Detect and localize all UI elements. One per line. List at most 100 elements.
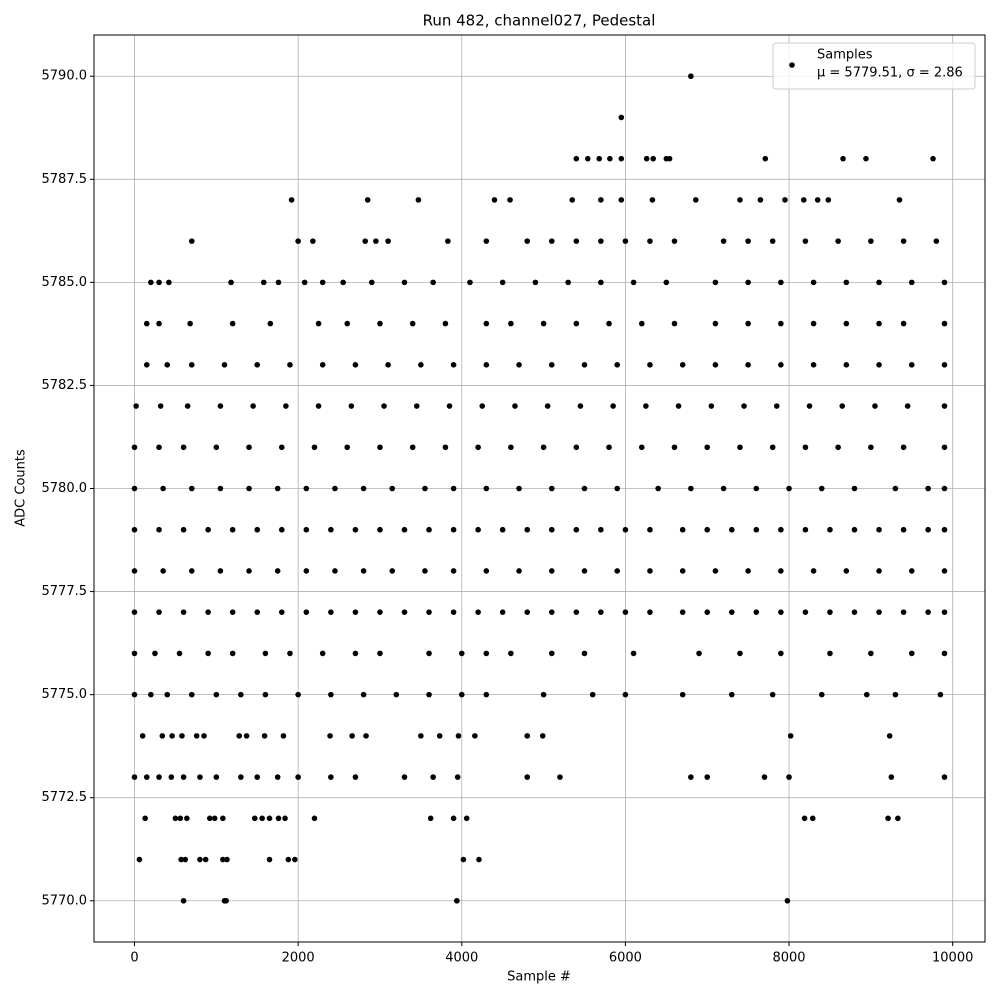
point (427, 815, 434, 822)
point (868, 238, 874, 244)
series (131, 73, 948, 904)
point (577, 403, 584, 409)
y-tick-label: 5782.5 (42, 378, 88, 393)
point (450, 485, 457, 492)
x-tick-label: 10000 (932, 951, 973, 966)
point (303, 568, 310, 574)
point (540, 691, 547, 698)
point (704, 609, 711, 615)
point (152, 650, 158, 657)
point (288, 197, 295, 203)
point (483, 362, 490, 368)
point (622, 691, 629, 698)
point (941, 774, 948, 780)
point (178, 856, 184, 863)
point (941, 279, 948, 286)
point (802, 526, 809, 533)
point (499, 526, 506, 533)
point (157, 403, 164, 409)
point (638, 320, 645, 327)
point (827, 526, 833, 533)
y-tick-label: 5780.0 (42, 481, 88, 496)
point (548, 362, 555, 368)
point (483, 650, 490, 657)
point (142, 815, 148, 822)
point (275, 815, 282, 822)
point (908, 279, 915, 286)
point (131, 526, 138, 533)
point (675, 403, 682, 409)
point (647, 362, 653, 368)
point (941, 444, 948, 451)
point (876, 362, 882, 368)
point (851, 485, 858, 492)
point (311, 815, 318, 822)
point (650, 155, 657, 162)
point (131, 444, 138, 451)
point (136, 856, 143, 863)
point (761, 774, 768, 780)
point (229, 526, 236, 533)
point (475, 526, 481, 533)
legend-marker (789, 62, 795, 68)
point (573, 444, 580, 451)
point (243, 733, 250, 739)
point (851, 609, 858, 615)
point (524, 774, 531, 780)
point (169, 733, 175, 739)
point (925, 485, 931, 492)
point (156, 774, 162, 780)
point (224, 856, 230, 863)
point (925, 609, 931, 615)
point (643, 155, 650, 162)
point (802, 609, 809, 615)
point (814, 197, 821, 203)
point (508, 650, 514, 657)
point (737, 650, 743, 657)
point (688, 485, 694, 492)
point (156, 444, 162, 451)
y-tick-label: 5775.0 (42, 687, 88, 702)
point (649, 197, 656, 203)
point (315, 403, 322, 409)
point (328, 609, 334, 615)
point (557, 774, 563, 780)
point (806, 403, 813, 409)
point (238, 774, 244, 780)
point (436, 733, 443, 739)
point (618, 197, 625, 203)
point (261, 733, 268, 739)
point (544, 403, 551, 409)
point (589, 691, 596, 698)
point (221, 362, 228, 368)
point (663, 279, 670, 286)
point (671, 444, 678, 451)
point (666, 155, 673, 162)
point (156, 526, 162, 533)
point (933, 238, 940, 244)
point (741, 403, 747, 409)
y-tick-label: 5785.0 (42, 275, 88, 290)
point (843, 279, 850, 286)
point (941, 650, 948, 657)
point (236, 733, 243, 739)
point (415, 197, 422, 203)
point (491, 197, 498, 203)
point (332, 485, 338, 492)
point (143, 774, 150, 780)
point (863, 155, 869, 162)
point (327, 733, 333, 739)
point (618, 155, 625, 162)
point (377, 650, 383, 657)
point (179, 733, 185, 739)
point (745, 279, 751, 286)
point (362, 238, 369, 244)
point (720, 238, 727, 244)
point (445, 238, 451, 244)
point (900, 609, 907, 615)
point (213, 691, 220, 698)
point (274, 568, 281, 574)
point (301, 279, 308, 286)
point (941, 403, 948, 409)
